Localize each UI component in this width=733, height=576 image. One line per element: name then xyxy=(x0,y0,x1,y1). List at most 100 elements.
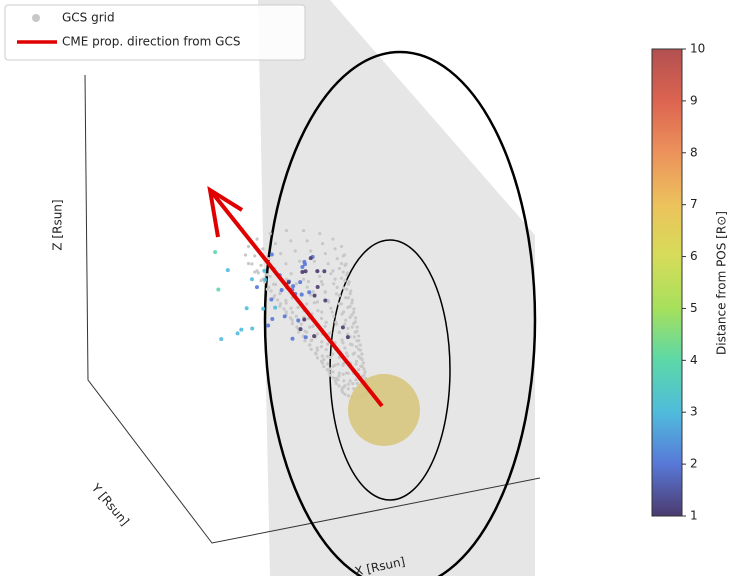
grid-dot xyxy=(289,272,293,276)
grid-dot xyxy=(298,259,302,263)
grid-dot xyxy=(289,306,293,310)
point xyxy=(235,331,240,336)
grid-dot xyxy=(255,269,259,273)
grid-dot xyxy=(344,351,349,355)
grid-dot xyxy=(284,298,288,302)
grid-dot xyxy=(319,279,324,284)
grid-dot xyxy=(323,290,327,294)
point xyxy=(303,335,308,340)
grid-dot xyxy=(352,307,356,311)
grid-dot xyxy=(331,237,335,241)
point xyxy=(312,334,317,339)
grid-dot xyxy=(343,322,347,326)
grid-dot xyxy=(339,276,344,280)
grid-dot xyxy=(294,282,298,286)
grid-dot xyxy=(253,254,257,258)
grid-dot xyxy=(269,289,273,293)
grid-dot xyxy=(320,242,325,246)
point xyxy=(308,256,313,261)
grid-dot xyxy=(325,367,329,372)
grid-dot xyxy=(329,272,333,276)
grid-dot xyxy=(319,345,324,349)
grid-dot xyxy=(341,363,345,367)
grid-dot xyxy=(325,354,329,359)
grid-dot xyxy=(324,348,328,352)
grid-dot xyxy=(341,341,345,345)
grid-dot xyxy=(299,322,304,326)
point xyxy=(298,327,303,332)
grid-dot xyxy=(322,357,326,362)
grid-dot xyxy=(353,316,358,320)
grid-dot xyxy=(350,343,354,347)
grid-dot xyxy=(308,343,312,347)
point xyxy=(216,287,221,292)
point xyxy=(290,336,295,341)
point xyxy=(312,293,317,298)
gcs-grid xyxy=(243,229,370,399)
grid-dot xyxy=(296,305,300,310)
grid-dot xyxy=(351,321,356,326)
point xyxy=(262,268,267,273)
grid-dot xyxy=(290,318,294,322)
point xyxy=(266,323,271,328)
grid-dot xyxy=(318,274,322,279)
grid-dot xyxy=(337,330,341,334)
grid-dot xyxy=(354,378,358,382)
point xyxy=(282,314,287,319)
point xyxy=(261,306,266,311)
grid-dot xyxy=(259,263,263,267)
colorbar-tick-label: 3 xyxy=(690,405,698,419)
arrow-head xyxy=(207,185,244,238)
grid-dot xyxy=(315,332,319,336)
grid-dot xyxy=(360,364,364,369)
grid-dot xyxy=(346,326,350,331)
z-label: Z [Rsun] xyxy=(51,199,65,250)
point xyxy=(269,297,274,302)
grid-dot xyxy=(352,351,356,355)
grid-dot xyxy=(279,252,283,256)
point xyxy=(340,325,345,330)
point xyxy=(302,317,307,322)
point xyxy=(302,259,307,264)
grid-dot xyxy=(267,257,271,261)
grid-dot xyxy=(360,352,364,356)
grid-dot xyxy=(315,356,320,360)
grid-dot xyxy=(361,361,366,365)
grid-dot xyxy=(326,298,330,302)
grid-dot xyxy=(243,253,248,257)
grid-dot xyxy=(337,384,341,388)
grid-dot xyxy=(348,304,352,308)
grid-dot xyxy=(337,293,341,298)
grid-dot xyxy=(325,342,330,346)
point xyxy=(300,269,305,274)
grid-dot xyxy=(246,244,251,249)
grid-dot xyxy=(330,310,334,314)
grid-dot xyxy=(339,244,344,249)
points xyxy=(213,250,350,342)
point xyxy=(303,269,308,274)
colorbar-tick-label: 6 xyxy=(690,249,698,263)
grid-dot xyxy=(309,347,313,351)
grid-dot xyxy=(334,292,339,296)
grid-dot xyxy=(358,356,363,360)
grid-dot xyxy=(357,347,361,351)
grid-dot xyxy=(318,231,322,236)
grid-dot xyxy=(294,314,298,318)
grid-dot xyxy=(322,364,326,369)
grid-dot xyxy=(325,362,330,366)
grid-dot xyxy=(273,242,278,246)
grid-dot xyxy=(350,313,354,317)
grid-dot xyxy=(312,259,316,263)
grid-dot xyxy=(323,252,327,256)
grid-dot xyxy=(348,379,352,383)
grid-dot xyxy=(332,314,336,318)
grid-dot xyxy=(354,359,359,363)
colorbar-tick-label: 8 xyxy=(690,145,698,159)
point xyxy=(249,277,254,282)
grid-dot xyxy=(335,285,339,289)
grid-dot xyxy=(337,266,341,271)
point xyxy=(244,306,249,311)
y-label: Y [Rsun] xyxy=(88,480,132,528)
grid-dot xyxy=(273,282,278,286)
